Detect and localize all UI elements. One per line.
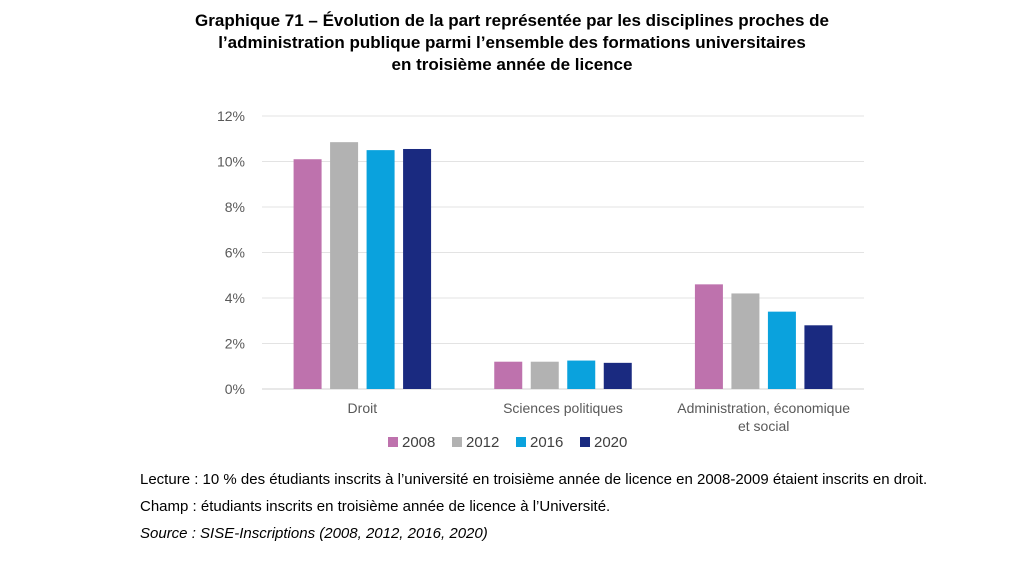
legend-item: 2020 xyxy=(580,434,627,451)
x-category-label: Droit xyxy=(348,400,378,416)
legend-swatch xyxy=(452,437,462,447)
chart-title-line-1: Graphique 71 – Évolution de la part repr… xyxy=(195,11,829,30)
y-tick-label: 10% xyxy=(217,154,245,170)
bars xyxy=(293,142,833,389)
legend-label: 2016 xyxy=(530,434,563,451)
y-axis: 0% 2% 4% 6% 8% 10% 12% xyxy=(217,108,245,397)
bar-2020 xyxy=(603,362,632,389)
bar-2012 xyxy=(330,142,359,389)
x-category-label: Administration, économique et social xyxy=(677,400,850,434)
chart-title-line-2: l’administration publique parmi l’ensemb… xyxy=(218,33,806,52)
bar-2016 xyxy=(767,311,796,389)
legend-label: 2020 xyxy=(594,434,627,451)
legend-item: 2016 xyxy=(516,434,563,451)
champ-note: Champ : étudiants inscrits en troisième … xyxy=(140,498,611,515)
y-tick-label: 6% xyxy=(225,245,245,261)
y-tick-label: 12% xyxy=(217,108,245,124)
x-axis: Droit Sciences politiques Administration, … xyxy=(348,400,851,434)
chart-title: Graphique 71 – Évolution de la part repr… xyxy=(140,10,884,76)
bar-2012 xyxy=(731,293,760,389)
bar-chart: 0% 2% 4% 6% 8% 10% 12% Droit Sciences politique… xyxy=(217,108,864,451)
bar-2016 xyxy=(366,150,395,389)
chart-notes: Lecture : 10 % des étudiants inscrits à … xyxy=(140,470,960,551)
legend-item: 2012 xyxy=(452,434,499,451)
legend-swatch xyxy=(388,437,398,447)
bar-2008 xyxy=(694,284,723,389)
bar-2016 xyxy=(567,360,596,389)
bar-2020 xyxy=(804,325,833,389)
legend: 2008 2012 2016 2020 xyxy=(388,434,627,451)
bar-2008 xyxy=(494,361,523,389)
gridlines xyxy=(262,115,864,390)
y-tick-label: 2% xyxy=(225,336,245,352)
lecture-note: Lecture : 10 % des étudiants inscrits à … xyxy=(140,471,928,488)
y-tick-label: 4% xyxy=(225,290,245,306)
legend-label: 2008 xyxy=(402,434,435,451)
bar-2012 xyxy=(530,361,559,389)
bar-2008 xyxy=(293,159,322,389)
y-tick-label: 0% xyxy=(225,381,245,397)
legend-swatch xyxy=(580,437,590,447)
bar-2020 xyxy=(403,148,432,389)
legend-item: 2008 xyxy=(388,434,435,451)
legend-label: 2012 xyxy=(466,434,499,451)
legend-swatch xyxy=(516,437,526,447)
chart-title-line-3: en troisième année de licence xyxy=(391,55,633,74)
source-note: Source : SISE-Inscriptions (2008, 2012, … xyxy=(140,525,488,542)
x-category-label: Sciences politiques xyxy=(503,400,623,416)
y-tick-label: 8% xyxy=(225,199,245,215)
